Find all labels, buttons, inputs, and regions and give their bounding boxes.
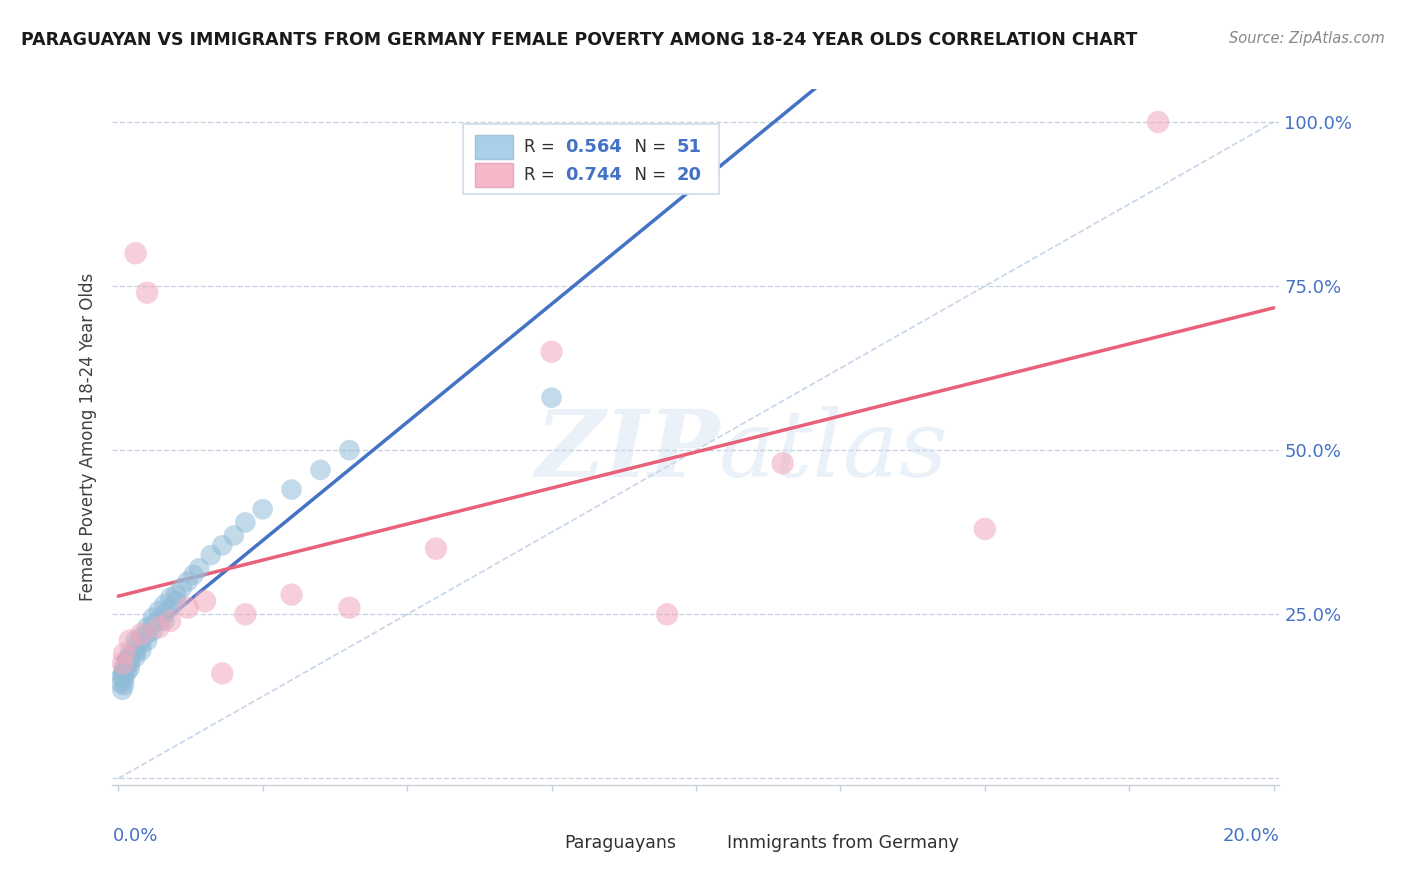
Point (211, 538, 233, 552)
Point (136, 627, 159, 641)
Text: Paraguayans: Paraguayans (564, 834, 676, 852)
Point (124, 650, 146, 665)
Point (540, 344, 562, 359)
Text: 0.0%: 0.0% (112, 827, 157, 845)
Point (111, 682, 134, 697)
Point (170, 581, 193, 595)
Point (159, 591, 181, 605)
FancyBboxPatch shape (475, 135, 513, 159)
Point (188, 561, 211, 575)
Text: PARAGUAYAN VS IMMIGRANTS FROM GERMANY FEMALE POVERTY AMONG 18-24 YEAR OLDS CORRE: PARAGUAYAN VS IMMIGRANTS FROM GERMANY FE… (21, 31, 1137, 49)
Point (136, 620, 159, 634)
Point (194, 594, 217, 608)
Text: N =: N = (624, 138, 671, 156)
Text: R =: R = (524, 166, 561, 184)
Point (425, 541, 447, 556)
Point (200, 548, 222, 562)
Point (153, 607, 176, 622)
Point (176, 600, 198, 615)
Point (136, 633, 159, 648)
Point (159, 614, 181, 628)
Point (211, 666, 233, 681)
Point (142, 610, 165, 624)
Point (124, 246, 146, 260)
Point (112, 660, 135, 674)
FancyBboxPatch shape (475, 163, 513, 186)
Text: 51: 51 (676, 138, 702, 156)
Point (222, 528, 245, 542)
Point (337, 600, 360, 615)
Point (235, 516, 257, 530)
Point (183, 568, 205, 582)
Point (118, 653, 141, 667)
Point (337, 443, 360, 458)
Point (118, 657, 141, 671)
Point (118, 633, 141, 648)
Point (112, 678, 135, 692)
Point (309, 463, 332, 477)
Point (124, 633, 146, 648)
Point (159, 600, 181, 615)
Point (235, 607, 257, 622)
Point (118, 661, 141, 675)
Point (142, 617, 165, 632)
Point (115, 665, 138, 679)
Point (124, 645, 146, 659)
Point (118, 650, 141, 665)
Point (540, 391, 562, 405)
FancyBboxPatch shape (463, 124, 720, 194)
Point (148, 604, 170, 618)
Point (176, 574, 198, 589)
Point (148, 614, 170, 628)
Text: N =: N = (624, 166, 671, 184)
Point (280, 483, 302, 497)
Point (111, 666, 134, 681)
Point (153, 598, 176, 612)
Point (131, 637, 153, 651)
Point (131, 643, 153, 657)
Y-axis label: Female Poverty Among 18-24 Year Olds: Female Poverty Among 18-24 Year Olds (79, 273, 97, 601)
Point (1147, 115, 1170, 129)
Text: 20: 20 (676, 166, 702, 184)
Point (131, 627, 153, 641)
Point (165, 594, 187, 608)
Point (112, 663, 135, 677)
Point (110, 676, 132, 690)
Point (124, 640, 146, 654)
Text: ZIP: ZIP (536, 406, 720, 496)
Point (115, 657, 138, 671)
Text: 20.0%: 20.0% (1223, 827, 1279, 845)
Point (131, 630, 153, 644)
Point (112, 667, 135, 681)
FancyBboxPatch shape (530, 824, 561, 844)
FancyBboxPatch shape (693, 824, 724, 844)
Point (111, 657, 134, 671)
Text: R =: R = (524, 138, 561, 156)
Text: atlas: atlas (720, 406, 949, 496)
Text: 0.744: 0.744 (565, 166, 621, 184)
Point (142, 624, 165, 638)
Point (165, 588, 187, 602)
Point (112, 647, 135, 661)
Point (655, 607, 678, 622)
Text: Immigrants from Germany: Immigrants from Germany (727, 834, 959, 852)
Point (973, 522, 995, 536)
Point (153, 614, 176, 628)
Point (136, 285, 159, 300)
Point (111, 670, 134, 684)
Point (112, 673, 135, 687)
Point (148, 620, 170, 634)
Point (772, 456, 794, 470)
Text: Source: ZipAtlas.com: Source: ZipAtlas.com (1229, 31, 1385, 46)
Point (280, 588, 302, 602)
Text: 0.564: 0.564 (565, 138, 621, 156)
Point (118, 647, 141, 661)
Point (252, 502, 274, 516)
